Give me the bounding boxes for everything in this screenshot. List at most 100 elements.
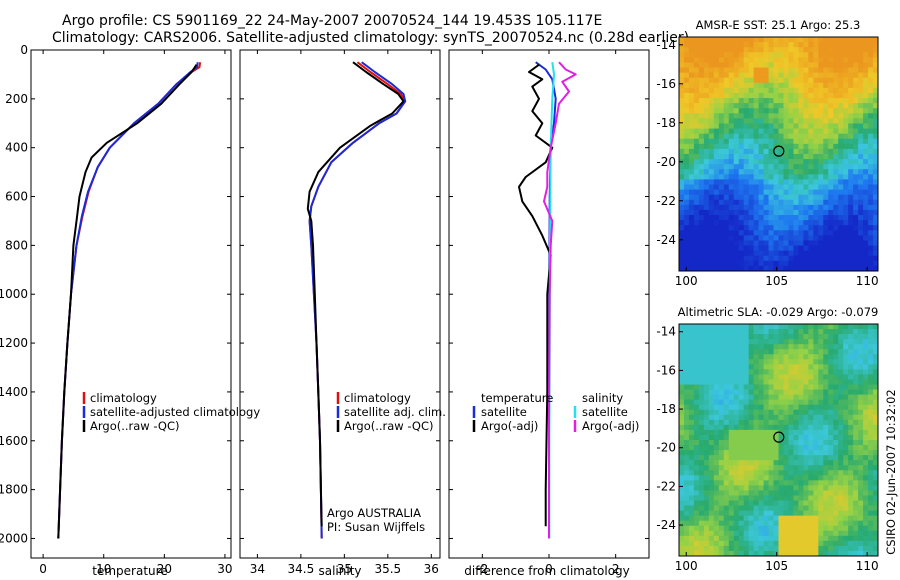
- map-cell: [738, 123, 745, 130]
- y-tick-label: 600: [5, 190, 28, 204]
- map-cell: [723, 394, 730, 401]
- map-cell: [768, 92, 775, 99]
- map-cell: [838, 98, 844, 104]
- map-cell: [718, 108, 725, 114]
- map-cell: [823, 220, 829, 226]
- map-cell: [833, 215, 839, 221]
- map-cell: [768, 138, 775, 145]
- map-cell: [743, 334, 750, 340]
- map-cell: [733, 490, 740, 497]
- map-cell: [763, 143, 770, 150]
- map-cell: [679, 379, 685, 386]
- map-cell: [858, 98, 864, 104]
- map-cell: [728, 354, 735, 360]
- map-cell: [773, 235, 780, 242]
- map-cell: [718, 369, 725, 376]
- map-cell: [733, 470, 740, 476]
- map-cell: [758, 384, 765, 391]
- map-cell: [693, 72, 700, 79]
- map-cell: [763, 245, 770, 252]
- map-cell: [783, 87, 790, 94]
- map-cell: [733, 189, 740, 196]
- map-cell: [798, 495, 804, 502]
- map-cell: [743, 133, 750, 140]
- x-tick-label: 35.5: [374, 562, 401, 576]
- map-cell: [858, 379, 864, 386]
- footer-credit: CSIRO 02-Jun-2007 10:32:02: [884, 389, 898, 555]
- map-cell: [803, 225, 809, 231]
- map-cell: [798, 123, 804, 130]
- map-cell: [743, 225, 750, 231]
- map-cell: [823, 113, 829, 119]
- map-cell: [833, 82, 839, 89]
- map-cell: [683, 194, 690, 201]
- map-cell: [873, 143, 878, 150]
- map-cell: [743, 113, 750, 119]
- argo-float-marker: [773, 431, 785, 443]
- map-cell: [783, 359, 790, 365]
- map-cell: [838, 128, 844, 135]
- map-cell: [718, 255, 725, 262]
- map-cell: [738, 108, 745, 114]
- map-cell: [763, 184, 770, 191]
- map-cell: [843, 204, 849, 211]
- map-cell: [728, 42, 735, 48]
- map-cell: [768, 260, 775, 267]
- map-cell: [843, 148, 849, 155]
- map-cell: [813, 98, 819, 104]
- map-cell: [683, 480, 690, 486]
- map-cell: [828, 62, 834, 69]
- map-cell: [843, 113, 849, 119]
- map-cell: [778, 174, 785, 181]
- map-cell: [758, 250, 765, 257]
- map-cell: [848, 199, 854, 206]
- map-cell: [763, 495, 770, 502]
- map-cell: [828, 510, 834, 517]
- map-cell: [693, 42, 700, 48]
- map-cell: [733, 540, 740, 547]
- map-cell: [758, 128, 765, 135]
- map-cell: [868, 505, 874, 512]
- map-cell: [698, 550, 705, 556]
- map-cell: [818, 475, 824, 481]
- map-cell: [773, 220, 780, 226]
- map-cell: [838, 409, 844, 416]
- map-cell: [823, 324, 829, 330]
- map-cell: [683, 369, 690, 376]
- map-cell: [703, 379, 710, 386]
- map-cell: [733, 72, 740, 79]
- map-cell: [733, 455, 740, 461]
- map-cell: [748, 103, 755, 109]
- map-cell: [763, 164, 770, 170]
- map-cell: [713, 215, 720, 221]
- map-cell: [688, 344, 695, 350]
- map-cell: [798, 230, 804, 236]
- map-cell: [753, 138, 760, 145]
- map-cell: [703, 143, 710, 150]
- map-cell: [868, 245, 874, 252]
- map-cell: [803, 424, 809, 431]
- map-cell: [873, 164, 878, 170]
- map-cell: [833, 515, 839, 522]
- map-cell: [693, 184, 700, 191]
- map-cell: [843, 57, 849, 64]
- map-cell: [813, 379, 819, 386]
- map-cell: [818, 364, 824, 370]
- map-cell: [768, 174, 775, 181]
- map-cell: [753, 154, 760, 160]
- map-cell: [758, 92, 765, 99]
- map-cell: [728, 455, 735, 461]
- temperature-xlabel: temperature: [92, 564, 167, 578]
- map-cell: [833, 349, 839, 355]
- map-cell: [718, 225, 725, 231]
- map-cell: [838, 179, 844, 186]
- map-cell: [758, 374, 765, 381]
- map-cell: [683, 404, 690, 411]
- map-cell: [688, 394, 695, 401]
- map-cell: [688, 329, 695, 335]
- map-cell: [693, 220, 700, 226]
- map-cell: [828, 199, 834, 206]
- map-cell: [873, 334, 878, 340]
- map-cell: [708, 260, 715, 267]
- map-cell: [758, 505, 765, 512]
